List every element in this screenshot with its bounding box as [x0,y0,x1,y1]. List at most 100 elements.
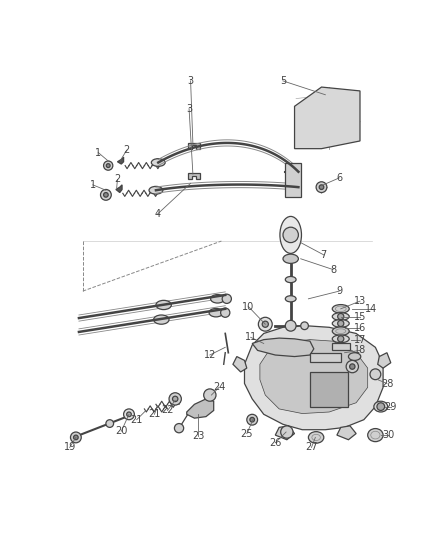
Text: 9: 9 [336,286,342,296]
Circle shape [71,432,81,443]
Circle shape [103,192,108,197]
Circle shape [169,393,181,405]
Text: 2: 2 [114,174,120,184]
Polygon shape [116,185,122,192]
Circle shape [174,424,184,433]
Circle shape [124,409,134,419]
Text: 11: 11 [244,332,257,342]
Ellipse shape [367,429,383,442]
Bar [310,353,341,362]
Circle shape [262,321,268,327]
Text: 15: 15 [354,311,366,321]
Ellipse shape [285,296,296,302]
Ellipse shape [374,401,388,412]
Ellipse shape [332,327,349,335]
Text: 29: 29 [385,401,397,411]
Polygon shape [276,426,294,440]
Circle shape [74,435,78,440]
Circle shape [338,320,344,327]
Polygon shape [188,173,200,180]
Text: 6: 6 [336,173,342,183]
Polygon shape [260,340,367,414]
Ellipse shape [149,187,163,194]
Circle shape [350,364,355,369]
Text: 12: 12 [204,350,216,360]
Ellipse shape [332,313,349,320]
Polygon shape [337,426,356,440]
Text: 17: 17 [354,335,366,345]
Text: 21: 21 [148,409,161,419]
Ellipse shape [154,315,169,324]
Circle shape [250,417,254,422]
Circle shape [100,189,111,200]
Text: 2: 2 [124,145,130,155]
Text: 1: 1 [90,180,96,190]
Circle shape [173,396,178,401]
Text: 27: 27 [305,442,318,453]
Ellipse shape [209,309,223,317]
Text: 3: 3 [187,76,194,86]
Circle shape [106,419,113,427]
Ellipse shape [280,216,301,253]
Text: 22: 22 [161,406,174,415]
Text: 30: 30 [382,430,395,440]
Circle shape [258,317,272,331]
Text: 5: 5 [280,76,286,86]
Circle shape [106,164,110,167]
Bar [332,343,350,350]
Text: 4: 4 [155,209,161,219]
Text: 21: 21 [131,415,143,425]
Polygon shape [187,399,214,418]
Text: 25: 25 [240,429,253,439]
Text: 24: 24 [213,382,225,392]
Ellipse shape [156,301,171,310]
Circle shape [247,414,258,425]
Ellipse shape [285,277,296,282]
Text: 18: 18 [354,345,366,356]
Circle shape [281,426,293,438]
Text: 10: 10 [242,302,254,311]
Ellipse shape [211,295,225,303]
Ellipse shape [151,159,165,166]
Circle shape [222,294,231,303]
Ellipse shape [283,254,298,263]
Circle shape [346,360,358,373]
Polygon shape [233,357,247,372]
Circle shape [338,313,344,320]
Circle shape [221,308,230,317]
Circle shape [338,336,344,342]
Text: 19: 19 [64,442,76,453]
Ellipse shape [308,432,324,443]
Circle shape [316,182,327,192]
Circle shape [204,389,216,401]
Text: 16: 16 [354,323,366,333]
Circle shape [283,227,298,243]
Polygon shape [294,87,360,149]
Polygon shape [378,353,391,368]
Polygon shape [244,326,383,430]
Ellipse shape [332,304,349,313]
Circle shape [370,369,381,379]
Ellipse shape [349,353,361,360]
Text: 14: 14 [365,304,378,314]
Circle shape [103,161,113,170]
Polygon shape [117,157,124,164]
Text: 1: 1 [95,148,101,158]
Text: 8: 8 [330,264,336,274]
Circle shape [319,185,324,189]
Bar [285,163,301,197]
Polygon shape [252,338,314,357]
Circle shape [301,322,308,329]
Text: 23: 23 [192,431,205,441]
Polygon shape [188,142,200,149]
Bar [310,372,349,407]
Ellipse shape [332,335,349,343]
Text: 28: 28 [381,378,393,389]
Text: 26: 26 [269,438,282,448]
Text: 13: 13 [354,296,366,306]
Text: 20: 20 [115,426,127,436]
Text: 7: 7 [321,250,327,260]
Text: 3: 3 [186,103,192,114]
Circle shape [377,403,385,410]
Circle shape [285,320,296,331]
